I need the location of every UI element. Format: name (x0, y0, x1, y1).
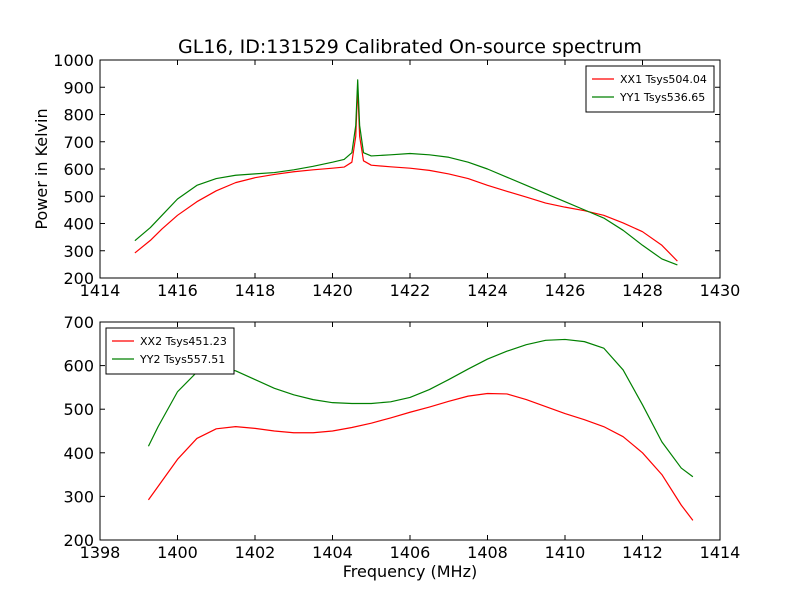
top-series-line-1 (134, 86, 678, 262)
top-x-tick-label: 1416 (157, 281, 198, 300)
bottom-legend: XX2 Tsys451.23 YY2 Tsys557.51 (105, 327, 235, 375)
top-y-tick-label: 200 (63, 269, 94, 288)
top-y-tick-label: 1000 (53, 51, 94, 70)
bottom-x-tick-label: 1398 (80, 543, 121, 562)
bottom-y-tick-label: 700 (63, 313, 94, 332)
bottom-y-tick-label: 600 (63, 357, 94, 376)
bottom-y-tick-label: 300 (63, 487, 94, 506)
top-series-line-2 (134, 79, 678, 266)
top-x-tick-label: 1428 (622, 281, 663, 300)
bottom-x-tick-label: 1408 (467, 543, 508, 562)
bottom-legend-box (105, 327, 235, 375)
top-legend-box (585, 65, 715, 113)
bottom-spectrum-chart: 1398 1400 1402 1404 1406 1408 1410 1412 1414 200 3… (63, 313, 740, 581)
top-x-tick-label: 1422 (390, 281, 431, 300)
figure-title: GL16, ID:131529 Calibrated On-source spe… (178, 36, 642, 58)
bottom-x-tick-label: 1410 (545, 543, 586, 562)
top-legend: XX1 Tsys504.04 YY1 Tsys536.65 (585, 65, 715, 113)
bottom-y-tick-label: 200 (63, 531, 94, 550)
top-x-tick-label: 1414 (80, 281, 121, 300)
bottom-x-tick-label: 1400 (157, 543, 198, 562)
top-y-tick-label: 500 (63, 187, 94, 206)
top-legend-label-1: XX1 Tsys504.04 (620, 73, 707, 86)
top-x-tick-label: 1420 (312, 281, 353, 300)
top-x-tick-label: 1418 (235, 281, 276, 300)
bottom-y-tick-label: 400 (63, 444, 94, 463)
top-spectrum-chart: 1414 1416 1418 1420 1422 1424 1426 1428 1430 200 3… (32, 51, 740, 300)
bottom-x-axis-label: Frequency (MHz) (343, 562, 477, 581)
bottom-x-tick-label: 1402 (235, 543, 276, 562)
bottom-series-line-1 (147, 392, 694, 521)
bottom-y-tick-label: 500 (63, 400, 94, 419)
top-x-tick-label: 1424 (467, 281, 508, 300)
top-x-tick-label: 1430 (700, 281, 741, 300)
bottom-x-tick-label: 1412 (622, 543, 663, 562)
bottom-x-tick-label: 1406 (390, 543, 431, 562)
top-y-tick-label: 700 (63, 133, 94, 152)
bottom-x-tick-label: 1404 (312, 543, 353, 562)
top-y-axis-label: Power in Kelvin (32, 108, 51, 229)
top-y-tick-label: 600 (63, 160, 94, 179)
top-y-tick-label: 400 (63, 215, 94, 234)
bottom-x-tick-label: 1414 (700, 543, 741, 562)
top-y-tick-label: 800 (63, 106, 94, 125)
top-x-tick-label: 1426 (545, 281, 586, 300)
top-y-tick-label: 900 (63, 78, 94, 97)
top-y-tick-label: 300 (63, 242, 94, 261)
bottom-legend-label-2: YY2 Tsys557.51 (139, 353, 225, 366)
bottom-legend-label-1: XX2 Tsys451.23 (140, 335, 227, 348)
top-legend-label-2: YY1 Tsys536.65 (619, 91, 705, 104)
